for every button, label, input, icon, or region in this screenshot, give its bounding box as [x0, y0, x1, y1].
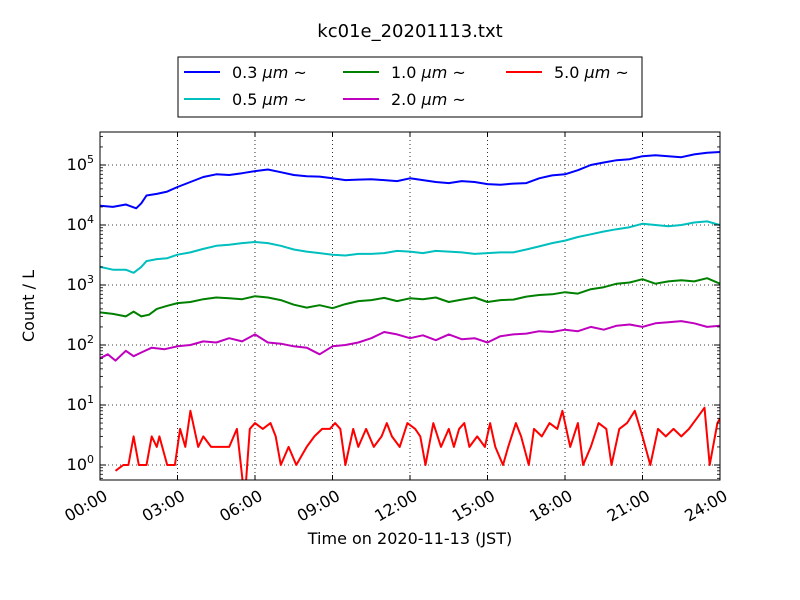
series-lines	[100, 151, 720, 480]
plot-area	[99, 131, 721, 481]
x-tick-label: 06:00	[216, 486, 265, 526]
y-tick-label: 105	[67, 153, 94, 174]
legend-label-1-0: 1.0 μm ~	[391, 63, 466, 82]
legend-box	[177, 56, 643, 118]
x-tick-label: 03:00	[139, 486, 188, 526]
legend-label-0-3: 0.3 μm ~	[232, 63, 307, 82]
series-line-0-5um	[100, 220, 720, 274]
legend: 0.3 μm ~ 1.0 μm ~ 5.0 μm ~ 0.5 μm ~ 2.0 μm ~	[177, 56, 643, 118]
x-axis-label: Time on 2020-11-13 (JST)	[307, 529, 512, 548]
legend-label-0-5: 0.5 μm ~	[232, 90, 307, 109]
x-tick-labels: 00:00 03:00 06:00 09:00 12:00 15:00 18:00 21:00…	[61, 486, 730, 526]
x-tick-label: 21:00	[604, 486, 653, 526]
x-tick-label: 24:00	[681, 486, 730, 526]
y-tick-label: 101	[67, 393, 94, 414]
chart-title: kc01e_20201113.txt	[317, 21, 502, 42]
x-tick-label: 15:00	[449, 486, 498, 526]
y-tick-label: 104	[67, 213, 94, 234]
legend-items: 0.3 μm ~ 1.0 μm ~ 5.0 μm ~ 0.5 μm ~ 2.0 μm ~	[184, 63, 629, 109]
x-tick-label: 00:00	[61, 486, 110, 526]
legend-label-2-0: 2.0 μm ~	[391, 90, 466, 109]
plot-background	[100, 132, 720, 480]
x-tick-label: 18:00	[526, 486, 575, 526]
series-line-0-3um	[100, 151, 720, 210]
y-tick-labels: 100 101 102 103 104 105	[67, 153, 94, 474]
y-tick-label: 103	[67, 273, 94, 294]
series-line-5-0um	[114, 406, 720, 480]
y-axis-label: Count / L	[19, 270, 38, 342]
series-line-2-0um	[100, 320, 720, 362]
series-line-1-0um	[100, 277, 720, 318]
ticks	[99, 132, 721, 480]
legend-label-5-0: 5.0 μm ~	[554, 63, 629, 82]
y-tick-label: 102	[67, 333, 94, 354]
y-tick-label: 100	[67, 453, 94, 474]
x-tick-label: 12:00	[371, 486, 420, 526]
x-tick-label: 09:00	[294, 486, 343, 526]
grid	[100, 132, 720, 480]
